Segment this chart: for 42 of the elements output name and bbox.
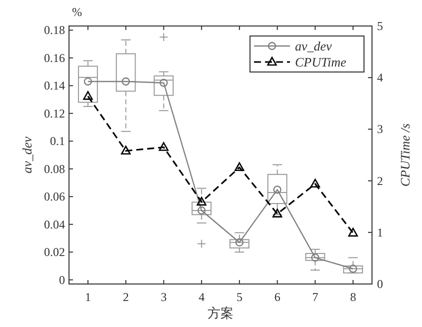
y2-tick-label: 4 [377,70,383,85]
y2-tick-label: 1 [377,225,383,240]
y-tick-label: 0.1 [50,134,65,148]
x-tick-label: 2 [122,290,129,304]
y-tick-label: 0.08 [44,162,65,176]
point [83,91,93,100]
y2-tick-label: 3 [377,122,383,136]
point [311,254,320,262]
text: % [72,5,82,19]
point [310,178,320,188]
x-tick-label: 1 [84,290,91,304]
point [84,77,92,86]
y-tick-label: 0.18 [44,23,65,38]
x-tick-label: 5 [236,290,242,304]
y-tick-label: 0.04 [44,217,65,232]
x-tick-label: 4 [198,290,205,304]
y-tick-label: 0.14 [44,78,65,93]
x-tick-label: 8 [350,290,356,304]
point [234,162,244,172]
y2-axis-title: CPUTime /s [398,123,412,187]
y2-tick-label: 5 [377,19,383,33]
x-tick-label: 7 [312,290,318,304]
y-tick-label: 0.02 [44,245,65,260]
y-tick-label: 0 [59,272,65,287]
x-tick-label: 3 [160,290,167,304]
y-axis-title: av_dev [20,136,34,174]
legend-label: CPUTime [295,54,347,70]
point [196,196,206,206]
x-tick-label: 6 [274,290,280,304]
point [158,142,169,151]
point [122,77,130,86]
y-tick-label: 0.12 [44,106,65,120]
point [272,208,282,218]
y-tick-label: 0.16 [44,50,65,65]
y-tick-label: 0.06 [44,190,65,204]
x-axis-title: 方案 [208,306,234,320]
point [348,228,358,237]
legend-label: av_dev [295,38,332,54]
y2-tick-label: 2 [377,174,383,188]
point [348,264,358,273]
y2-tick-label: 0 [377,277,383,291]
point [120,146,131,155]
